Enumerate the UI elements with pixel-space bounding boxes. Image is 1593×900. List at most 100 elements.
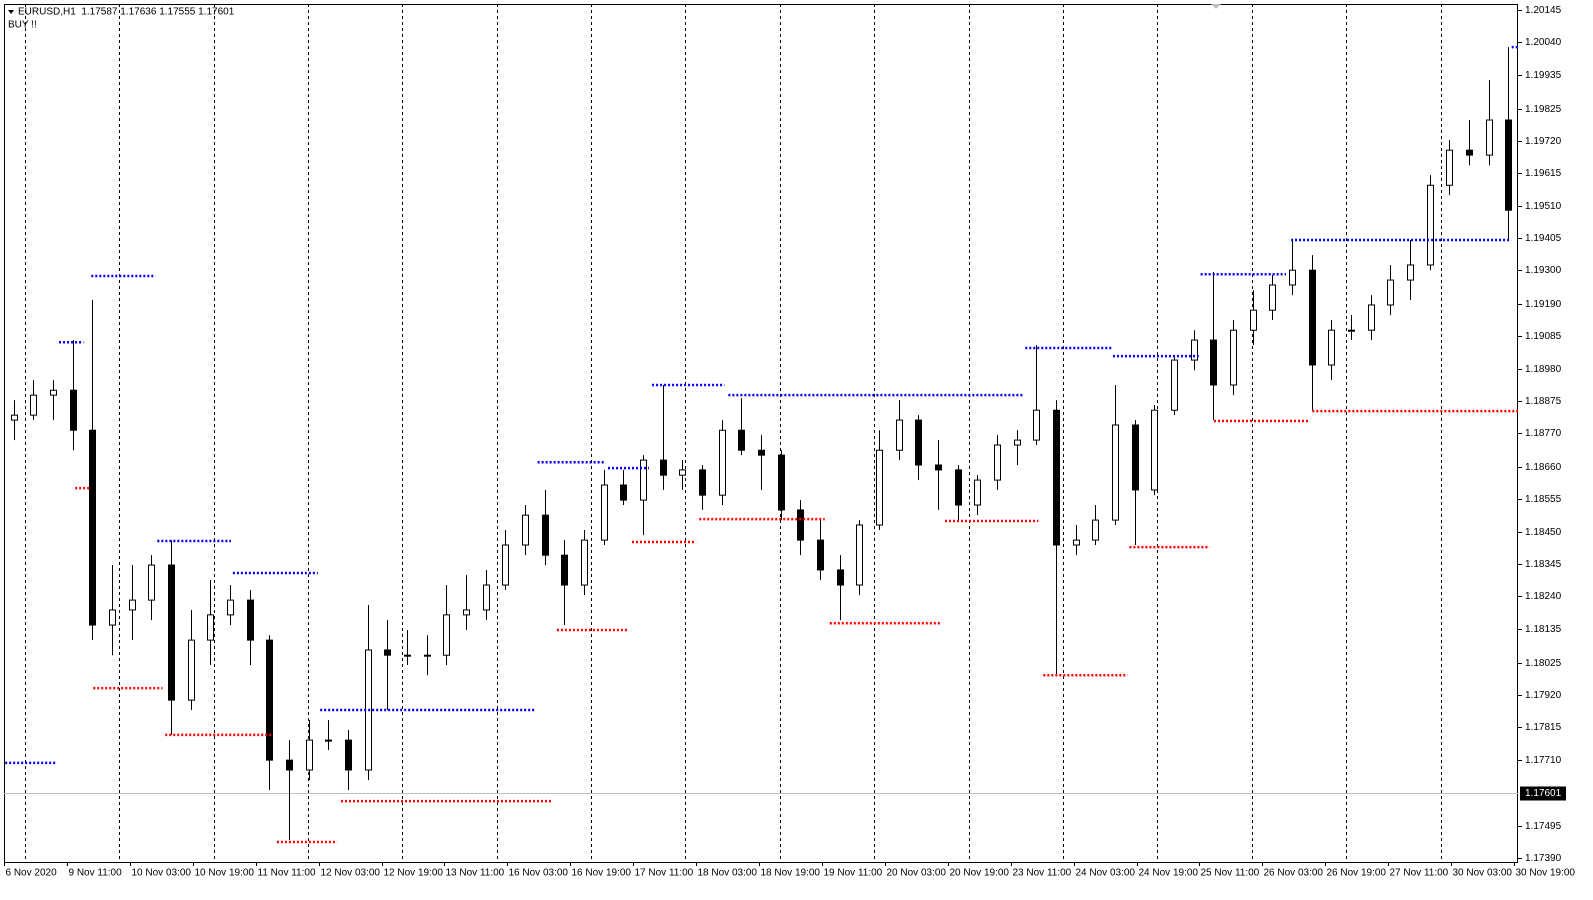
y-tick-label: 1.18770 bbox=[1525, 428, 1562, 439]
candle-body bbox=[994, 444, 1001, 481]
candle-body bbox=[1269, 284, 1276, 311]
current-price-box bbox=[1520, 786, 1566, 801]
candle-body bbox=[620, 484, 627, 501]
candle-body bbox=[207, 614, 214, 641]
y-tick-label: 1.17920 bbox=[1525, 690, 1562, 701]
y-tick-label: 1.19825 bbox=[1525, 104, 1562, 115]
x-tick-label: 12 Nov 19:00 bbox=[384, 868, 444, 879]
x-tick-label: 16 Nov 03:00 bbox=[509, 868, 569, 879]
candle-body bbox=[738, 429, 745, 451]
candle-body bbox=[70, 389, 77, 431]
y-tick-label: 1.18450 bbox=[1525, 527, 1562, 538]
current-price-label: 1.17601 bbox=[1525, 788, 1562, 799]
x-tick-label: 12 Nov 03:00 bbox=[321, 868, 381, 879]
candle-body bbox=[1505, 119, 1512, 211]
y-tick-label: 1.18660 bbox=[1525, 462, 1562, 473]
candle-body bbox=[601, 484, 608, 541]
candle-body bbox=[581, 539, 588, 586]
candle-body bbox=[1230, 329, 1237, 386]
candle-body bbox=[1387, 279, 1394, 306]
candle-body bbox=[1446, 149, 1453, 186]
candle-body bbox=[797, 509, 804, 541]
candle-body bbox=[502, 544, 509, 586]
candle-body bbox=[424, 654, 431, 657]
y-tick-label: 1.19615 bbox=[1525, 168, 1562, 179]
y-tick-label: 1.18135 bbox=[1525, 624, 1562, 635]
candle-body bbox=[30, 394, 37, 416]
candle-body bbox=[483, 584, 490, 611]
y-tick-label: 1.17390 bbox=[1525, 853, 1562, 864]
candle-body bbox=[1407, 264, 1414, 281]
x-tick-label: 10 Nov 03:00 bbox=[132, 868, 192, 879]
y-tick-label: 1.17815 bbox=[1525, 722, 1562, 733]
candle-body bbox=[935, 464, 942, 471]
y-tick-label: 1.17710 bbox=[1525, 755, 1562, 766]
candle-body bbox=[955, 469, 962, 506]
plot-frame bbox=[4, 4, 1518, 863]
candle-body bbox=[384, 649, 391, 656]
y-tick-label: 1.18555 bbox=[1525, 494, 1562, 505]
candle-body bbox=[1092, 519, 1099, 541]
candle-body bbox=[404, 654, 411, 657]
candle-body bbox=[1427, 184, 1434, 266]
candle-body bbox=[227, 599, 234, 616]
candle-body bbox=[522, 514, 529, 546]
collapse-arrow bbox=[8, 10, 14, 14]
shift-marker bbox=[1211, 4, 1221, 9]
candle-body bbox=[443, 614, 450, 656]
candle-body bbox=[1171, 359, 1178, 411]
y-tick-label: 1.20040 bbox=[1525, 37, 1562, 48]
x-tick-label: 9 Nov 11:00 bbox=[69, 868, 123, 879]
candle-body bbox=[660, 459, 667, 476]
x-tick-label: 13 Nov 11:00 bbox=[446, 868, 505, 879]
candle-body bbox=[1112, 424, 1119, 521]
candle-body bbox=[168, 564, 175, 701]
x-tick-label: 30 Nov 19:00 bbox=[1516, 868, 1576, 879]
y-tick-label: 1.18025 bbox=[1525, 658, 1562, 669]
candle-body bbox=[345, 739, 352, 771]
candle-body bbox=[1033, 409, 1040, 441]
candle-body bbox=[1348, 329, 1355, 332]
x-tick-label: 26 Nov 19:00 bbox=[1327, 868, 1387, 879]
candle-body bbox=[758, 449, 765, 456]
candle-body bbox=[837, 569, 844, 586]
y-tick-label: 1.17495 bbox=[1525, 821, 1562, 832]
x-tick-label: 18 Nov 03:00 bbox=[698, 868, 758, 879]
x-tick-label: 6 Nov 2020 bbox=[6, 868, 58, 879]
y-tick-label: 1.18240 bbox=[1525, 591, 1562, 602]
candle-body bbox=[719, 429, 726, 496]
x-tick-label: 24 Nov 03:00 bbox=[1076, 868, 1136, 879]
y-tick-label: 1.20145 bbox=[1525, 5, 1562, 16]
candle-body bbox=[306, 739, 313, 771]
candle-body bbox=[1486, 119, 1493, 156]
candle-body bbox=[89, 429, 96, 626]
y-tick-label: 1.19720 bbox=[1525, 136, 1562, 147]
y-tick-label: 1.19935 bbox=[1525, 70, 1562, 81]
candle-body bbox=[1073, 539, 1080, 546]
x-tick-label: 16 Nov 19:00 bbox=[572, 868, 632, 879]
y-tick-label: 1.18345 bbox=[1525, 559, 1562, 570]
candle-body bbox=[188, 639, 195, 701]
candle-body bbox=[778, 454, 785, 511]
symbol-info: EURUSD,H1 1.17587 1.17636 1.17555 1.1760… bbox=[18, 7, 235, 18]
x-tick-label: 17 Nov 11:00 bbox=[635, 868, 694, 879]
x-tick-label: 18 Nov 19:00 bbox=[761, 868, 821, 879]
candle-body bbox=[1053, 409, 1060, 546]
x-tick-label: 10 Nov 19:00 bbox=[195, 868, 255, 879]
y-tick-label: 1.19510 bbox=[1525, 201, 1562, 212]
candle-body bbox=[325, 739, 332, 742]
candle-body bbox=[1328, 329, 1335, 366]
x-tick-label: 20 Nov 19:00 bbox=[950, 868, 1010, 879]
candle-body bbox=[266, 639, 273, 761]
candle-body bbox=[699, 469, 706, 496]
candle-body bbox=[1250, 309, 1257, 331]
x-tick-label: 19 Nov 11:00 bbox=[824, 868, 883, 879]
x-tick-label: 25 Nov 11:00 bbox=[1201, 868, 1260, 879]
candle-body bbox=[148, 564, 155, 601]
candle-body bbox=[915, 419, 922, 466]
y-tick-label: 1.19190 bbox=[1525, 299, 1562, 310]
candle-body bbox=[896, 419, 903, 451]
